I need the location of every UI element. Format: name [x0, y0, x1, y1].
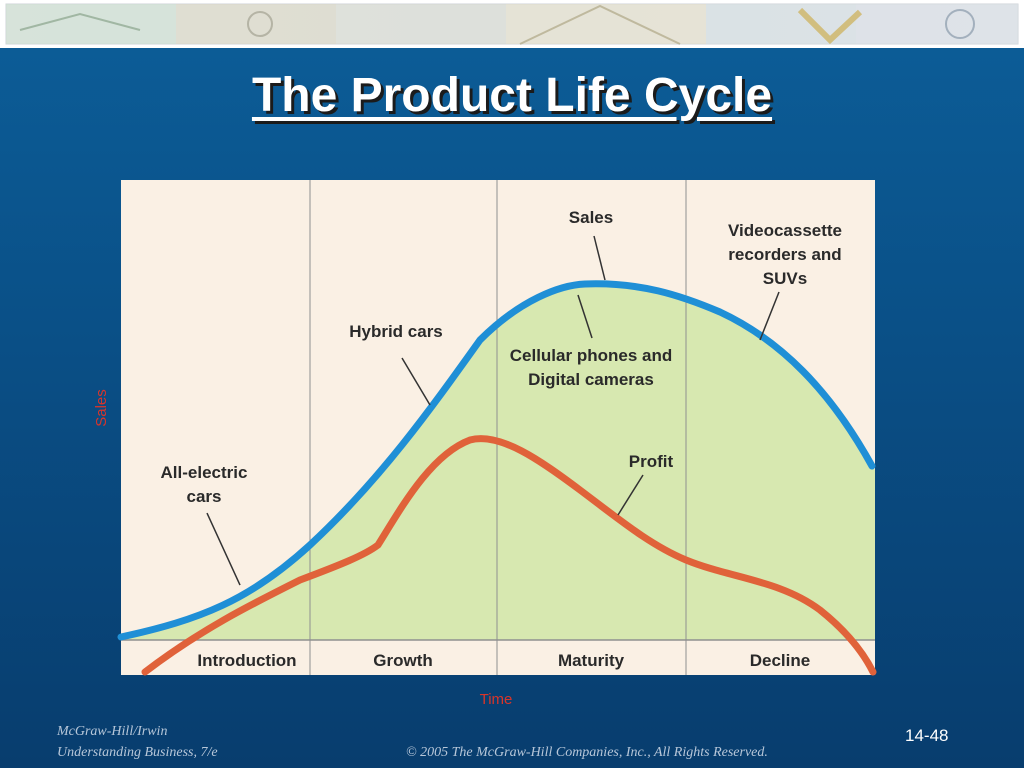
label-all-electric-2: cars — [187, 487, 222, 506]
leader-profit — [617, 474, 644, 516]
label-videocassette-2: recorders and — [728, 245, 841, 264]
footer-publisher: McGraw-Hill/Irwin — [57, 724, 168, 739]
sales-curve — [117, 280, 876, 641]
leader-hybrid — [401, 357, 431, 406]
label-cellular-2: Digital cameras — [528, 370, 654, 389]
stage-growth: Growth — [373, 651, 433, 670]
label-cellular-1: Cellular phones and — [510, 346, 672, 365]
stage-decline: Decline — [750, 651, 810, 670]
x-axis-label: Time — [480, 691, 513, 708]
leader-videocassette — [759, 291, 780, 341]
page-title: The Product Life Cycle — [251, 69, 773, 122]
banner-graphic — [5, 3, 1019, 45]
stage-introduction: Introduction — [197, 651, 296, 670]
label-sales: Sales — [569, 208, 613, 227]
decorative-banner — [0, 0, 1024, 48]
y-axis-label: Sales — [93, 389, 110, 427]
label-all-electric-1: All-electric — [161, 463, 248, 482]
label-videocassette-1: Videocassette — [728, 221, 842, 240]
label-profit: Profit — [629, 452, 674, 471]
leader-all-electric — [206, 512, 241, 586]
leader-sales — [593, 235, 606, 281]
label-videocassette-3: SUVs — [763, 269, 807, 288]
leader-cellular — [577, 294, 593, 339]
footer-book-title: Understanding Business, 7/e — [57, 745, 218, 760]
profit-curve — [141, 435, 877, 676]
label-hybrid: Hybrid cars — [349, 322, 443, 341]
footer-copyright: © 2005 The McGraw-Hill Companies, Inc., … — [406, 745, 768, 760]
slide-number: 14-48 — [905, 726, 949, 745]
stage-maturity: Maturity — [558, 651, 625, 670]
